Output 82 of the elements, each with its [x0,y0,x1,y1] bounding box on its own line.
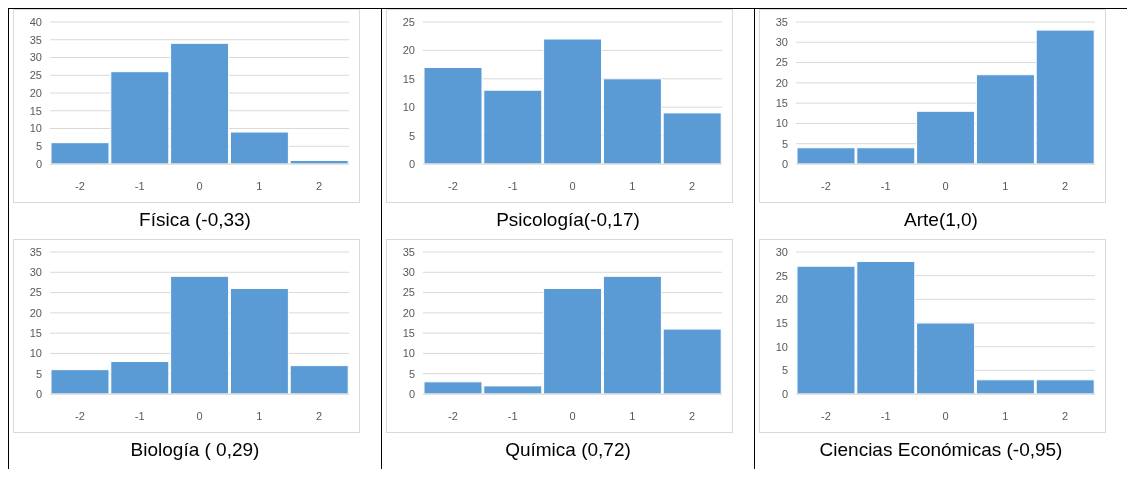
y-tick-label: 15 [402,327,415,340]
x-tick-label: 1 [256,409,263,422]
text: Biología ( 0,29) [129,438,261,462]
y-tick-label: 20 [402,44,415,57]
text: Arte(1,0) [903,208,979,232]
y-tick-label: 35 [29,33,42,46]
y-tick-label: 10 [29,122,42,135]
y-tick-label: 5 [35,367,42,380]
x-tick-label: 0 [569,179,576,192]
x-tick-label: -2 [75,179,85,192]
x-tick-label: 0 [942,179,949,192]
x-tick-label: -1 [507,409,518,422]
x-tick-label: 0 [942,409,949,422]
y-tick-label: 5 [781,364,788,377]
y-tick-label: 35 [29,245,42,258]
y-tick-label: 15 [775,316,788,329]
y-tick-label: 20 [775,293,788,306]
x-tick-label: -1 [134,409,145,422]
x-tick-label: 2 [316,409,323,422]
y-tick-label: 15 [775,97,788,110]
y-tick-label: 0 [35,157,42,170]
x-tick-label: 0 [569,409,576,422]
x-tick-label: 1 [1002,179,1009,192]
x-tick-label: 2 [316,179,323,192]
text: Química (0,72) [504,438,632,462]
x-tick-label: 1 [1002,409,1009,422]
y-tick-label: 20 [775,76,788,89]
y-tick-label: 30 [402,266,415,279]
x-tick-label: 2 [689,409,696,422]
y-tick-label: 5 [35,140,42,153]
text: Física (-0,33) [138,208,252,232]
y-tick-label: 5 [781,137,788,150]
y-tick-label: 35 [402,245,415,258]
y-tick-label: 0 [408,387,415,400]
x-tick-label: 2 [1062,409,1069,422]
x-tick-label: 0 [196,179,203,192]
y-tick-label: 25 [29,69,42,82]
x-tick-label: -1 [134,179,145,192]
y-tick-label: 0 [781,157,788,170]
y-tick-label: 10 [775,117,788,130]
y-tick-label: 40 [29,15,42,28]
x-tick-label: 2 [689,179,696,192]
y-tick-label: 30 [29,51,42,64]
x-tick-label: 1 [629,179,636,192]
y-tick-label: 35 [775,15,788,28]
y-tick-label: 10 [29,347,42,360]
x-tick-label: 1 [629,409,636,422]
y-tick-label: 5 [408,129,415,142]
y-tick-label: 20 [29,306,42,319]
y-tick-label: 25 [29,286,42,299]
x-tick-label: -1 [880,179,891,192]
y-tick-label: 0 [35,387,42,400]
x-tick-label: 2 [1062,179,1069,192]
y-tick-label: 5 [408,367,415,380]
text: Psicología(-0,17) [495,208,641,232]
x-tick-label: -2 [448,409,458,422]
x-tick-label: -2 [75,409,85,422]
x-tick-label: 0 [196,409,203,422]
y-tick-label: 0 [781,387,788,400]
x-tick-label: -2 [821,179,831,192]
y-tick-label: 15 [29,104,42,117]
y-tick-label: 15 [402,72,415,85]
text: Ciencias Económicas (-0,95) [818,438,1064,462]
y-tick-label: 30 [775,36,788,49]
y-tick-label: 30 [29,266,42,279]
y-tick-label: 20 [402,306,415,319]
x-tick-label: -2 [821,409,831,422]
x-tick-label: -1 [507,179,518,192]
y-tick-label: 25 [775,269,788,282]
y-tick-label: 10 [402,347,415,360]
x-tick-label: -1 [880,409,891,422]
y-tick-label: 15 [29,327,42,340]
y-tick-label: 10 [775,340,788,353]
x-tick-label: -2 [448,179,458,192]
y-tick-label: 0 [408,157,415,170]
y-tick-label: 25 [775,56,788,69]
y-tick-label: 10 [402,101,415,114]
y-tick-label: 30 [775,245,788,258]
y-tick-label: 25 [402,15,415,28]
y-tick-label: 25 [402,286,415,299]
x-tick-label: 1 [256,179,263,192]
y-tick-label: 20 [29,86,42,99]
